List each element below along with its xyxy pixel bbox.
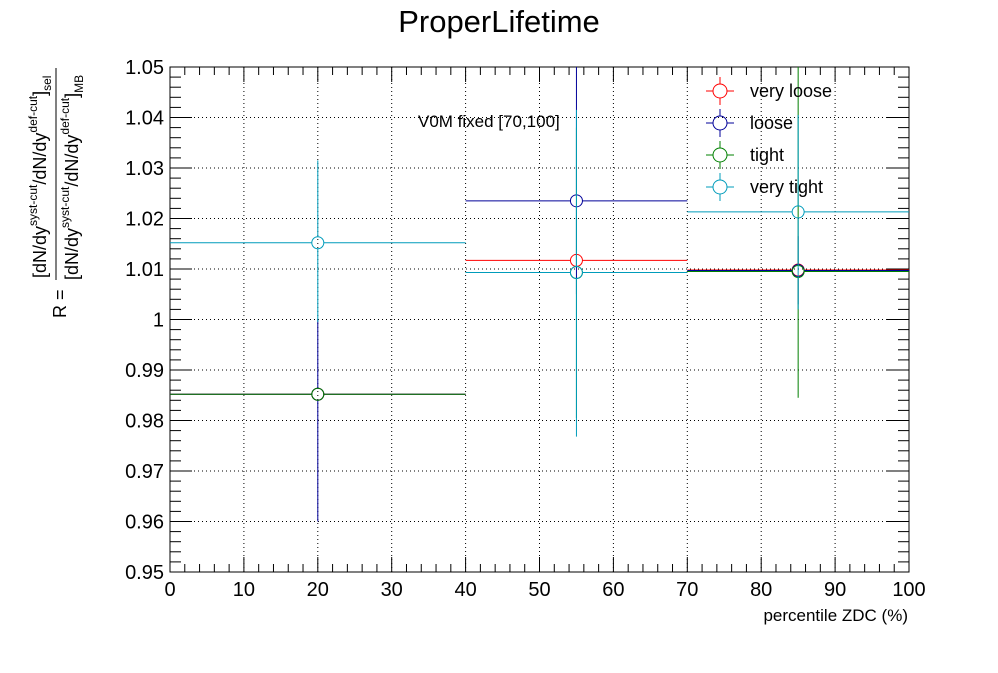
y-tick-label: 1 [153, 310, 164, 332]
legend-marker [712, 83, 728, 99]
y-tick-label: 0.96 [125, 512, 164, 534]
x-tick-label: 50 [528, 579, 550, 601]
y-axis-title-denominator: [dN/dysyst-cut/dN/dydef-cut]MB [58, 75, 86, 280]
chart-title: ProperLifetime [398, 4, 600, 39]
annotation-text: V0M fixed [70,100] [418, 112, 560, 131]
x-tick-label: 90 [824, 579, 846, 601]
y-tick-label: 1.02 [125, 209, 164, 231]
x-axis-title: percentile ZDC (%) [763, 606, 908, 625]
data-point-marker [311, 236, 325, 250]
axis-ticks [169, 66, 910, 573]
legend-marker [712, 115, 728, 131]
legend-label: tight [750, 145, 784, 165]
x-tick-label: 70 [676, 579, 698, 601]
legend-item: very tight [706, 173, 823, 201]
plot-frame [169, 66, 910, 573]
x-tick-label: 80 [750, 579, 772, 601]
legend-label: loose [750, 113, 793, 133]
data-series [170, 67, 909, 522]
legend-item: tight [706, 141, 784, 169]
y-tick-label: 1.04 [125, 108, 164, 130]
x-tick-label: 60 [602, 579, 624, 601]
x-tick-label: 100 [892, 579, 925, 601]
x-tick-label: 30 [381, 579, 403, 601]
y-tick-label: 1.03 [125, 158, 164, 180]
x-tick-label: 10 [233, 579, 255, 601]
legend-item: loose [706, 109, 793, 137]
legend-label: very loose [750, 81, 832, 101]
y-tick-label: 0.97 [125, 461, 164, 483]
x-tick-label: 20 [307, 579, 329, 601]
y-tick-label: 0.95 [125, 562, 164, 584]
legend-item: very loose [706, 77, 832, 105]
data-point-marker [791, 205, 805, 219]
y-axis-title-prefix: R = [50, 289, 70, 318]
y-tick-label: 0.99 [125, 360, 164, 382]
data-point-marker [311, 387, 325, 401]
y-tick-label: 1.05 [125, 57, 164, 79]
y-axis-title: R = [dN/dysyst-cut/dN/dydef-cut]sel [dN/… [26, 68, 86, 318]
series-very-tight [170, 109, 909, 437]
x-tick-labels: 0 10 20 30 40 50 60 70 80 90 100 [164, 579, 925, 601]
data-point-marker [569, 266, 583, 280]
legend-marker [712, 147, 728, 163]
x-tick-label: 40 [454, 579, 476, 601]
grid-lines [170, 67, 909, 572]
y-tick-label: 0.98 [125, 411, 164, 433]
y-axis-title-numerator: [dN/dysyst-cut/dN/dydef-cut]sel [26, 76, 54, 278]
legend-label: very tight [750, 177, 823, 197]
legend: very loose loose tight very tight [706, 77, 832, 201]
x-tick-label: 0 [164, 579, 175, 601]
y-tick-label: 1.01 [125, 259, 164, 281]
y-tick-labels: 0.95 0.96 0.97 0.98 0.99 1 1.01 1.02 1.03 1.04 1.0… [125, 57, 164, 584]
legend-marker [712, 179, 728, 195]
